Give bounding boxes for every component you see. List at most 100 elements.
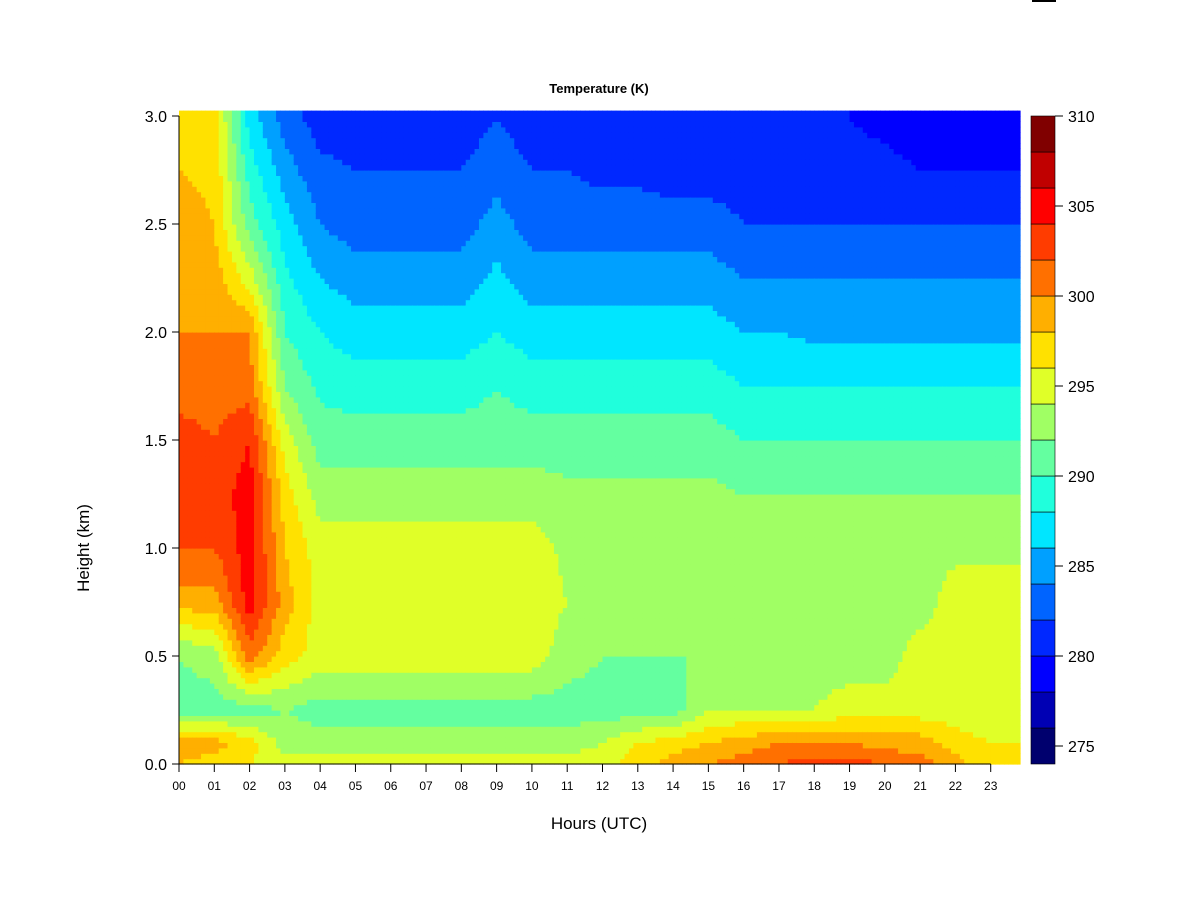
heatmap-cell — [294, 132, 299, 138]
heatmap-cell — [294, 640, 299, 646]
heatmap-cell — [347, 229, 352, 235]
heatmap-cell — [183, 521, 188, 527]
heatmap-cell — [192, 505, 197, 511]
heatmap-cell — [245, 661, 250, 667]
heatmap-cell — [311, 429, 316, 435]
heatmap-cell — [276, 683, 281, 689]
heatmap-cell — [289, 435, 294, 441]
heatmap-cell — [232, 138, 237, 144]
heatmap-cell — [289, 170, 294, 176]
heatmap-cell — [205, 300, 210, 306]
heatmap-cell — [197, 753, 202, 759]
heatmap-cell — [245, 424, 250, 430]
heatmap-cell — [245, 413, 250, 419]
heatmap-cell — [219, 478, 224, 484]
heatmap-cell — [289, 494, 294, 500]
heatmap-cell — [250, 337, 255, 343]
heatmap-cell — [360, 602, 365, 608]
heatmap-cell — [325, 483, 330, 489]
heatmap-cell — [214, 489, 219, 495]
heatmap-cell — [316, 645, 321, 651]
heatmap-cell — [258, 246, 263, 252]
heatmap-cell — [205, 386, 210, 392]
heatmap-cell — [298, 165, 303, 171]
heatmap-cell — [320, 742, 325, 748]
heatmap-cell — [232, 408, 237, 414]
heatmap-cell — [201, 472, 206, 478]
heatmap-cell — [179, 197, 184, 203]
heatmap-cell — [192, 624, 197, 630]
heatmap-cell — [280, 532, 285, 538]
heatmap-cell — [179, 721, 184, 727]
heatmap-cell — [183, 499, 188, 505]
heatmap-cell — [245, 613, 250, 619]
heatmap-cell — [254, 186, 259, 192]
heatmap-cell — [223, 116, 228, 122]
heatmap-cell — [285, 143, 290, 149]
heatmap-cell — [241, 397, 246, 403]
heatmap-cell — [329, 327, 334, 333]
heatmap-cell — [325, 640, 330, 646]
heatmap-cell — [205, 694, 210, 700]
heatmap-cell — [347, 138, 352, 144]
heatmap-cell — [347, 256, 352, 262]
heatmap-cell — [192, 170, 197, 176]
heatmap-cell — [254, 445, 259, 451]
heatmap-cell — [329, 310, 334, 316]
heatmap-cell — [347, 278, 352, 284]
heatmap-cell — [258, 521, 263, 527]
heatmap-cell — [236, 159, 241, 165]
heatmap-cell — [303, 289, 308, 295]
heatmap-cell — [267, 613, 272, 619]
heatmap-cell — [329, 737, 334, 743]
heatmap-cell — [219, 548, 224, 554]
heatmap-cell — [205, 516, 210, 522]
heatmap-cell — [219, 208, 224, 214]
heatmap-cell — [298, 435, 303, 441]
heatmap-cell — [197, 213, 202, 219]
heatmap-cell — [272, 575, 277, 581]
heatmap-cell — [325, 289, 330, 295]
heatmap-cell — [201, 391, 206, 397]
heatmap-cell — [214, 597, 219, 603]
heatmap-cell — [258, 672, 263, 678]
heatmap-cell — [303, 467, 308, 473]
heatmap-cell — [320, 175, 325, 181]
heatmap-cell — [280, 262, 285, 268]
heatmap-cell — [316, 219, 321, 225]
heatmap-cell — [338, 445, 343, 451]
heatmap-cell — [219, 467, 224, 473]
heatmap-cell — [236, 575, 241, 581]
heatmap-cell — [285, 591, 290, 597]
heatmap-cell — [223, 715, 228, 721]
heatmap-cell — [236, 607, 241, 613]
heatmap-cell — [223, 613, 228, 619]
heatmap-cell — [285, 375, 290, 381]
heatmap-cell — [298, 645, 303, 651]
heatmap-cell — [263, 451, 268, 457]
heatmap-cell — [183, 186, 188, 192]
heatmap-cell — [223, 591, 228, 597]
heatmap-cell — [272, 418, 277, 424]
heatmap-cell — [285, 678, 290, 684]
heatmap-cell — [179, 413, 184, 419]
heatmap-cell — [325, 699, 330, 705]
heatmap-cell — [289, 348, 294, 354]
heatmap-cell — [214, 364, 219, 370]
heatmap-cell — [351, 640, 356, 646]
heatmap-cell — [307, 478, 312, 484]
heatmap-cell — [201, 748, 206, 754]
heatmap-cell — [303, 570, 308, 576]
heatmap-cell — [342, 429, 347, 435]
heatmap-cell — [254, 251, 259, 257]
heatmap-cell — [329, 683, 334, 689]
heatmap-cell — [329, 559, 334, 565]
heatmap-cell — [258, 516, 263, 522]
heatmap-cell — [355, 445, 360, 451]
heatmap-cell — [210, 553, 215, 559]
heatmap-cell — [355, 283, 360, 289]
heatmap-cell — [298, 348, 303, 354]
heatmap-cell — [214, 742, 219, 748]
heatmap-cell — [285, 359, 290, 365]
temperature-heatmap-chart: Temperature (K) 00 01 02 03 04 05 06 07 08 09 10 11… — [0, 0, 1200, 900]
